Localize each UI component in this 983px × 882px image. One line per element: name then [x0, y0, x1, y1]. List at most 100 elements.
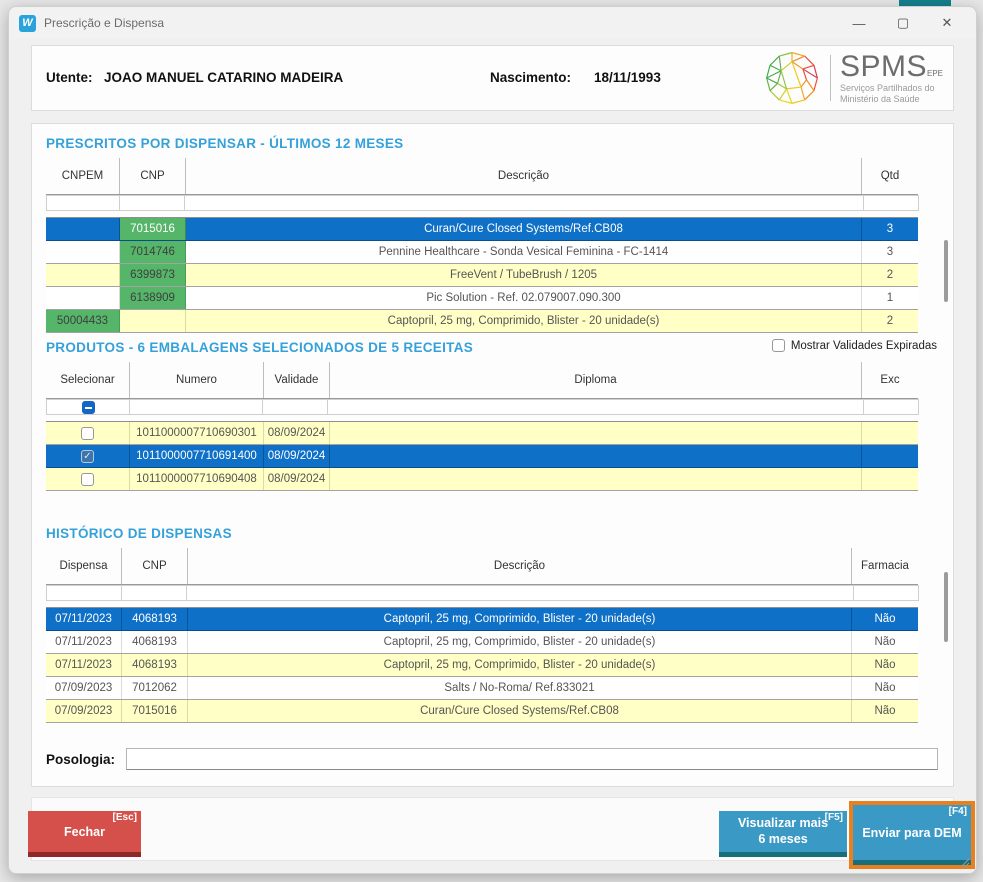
- cell-dispensa: 07/09/2023: [46, 700, 122, 722]
- show-expired-label: Mostrar Validades Expiradas: [791, 340, 937, 352]
- cell-dispensa: 07/11/2023: [46, 631, 122, 653]
- cell-descricao: Curan/Cure Closed Systems/Ref.CB08: [186, 218, 862, 240]
- table-row[interactable]: 6138909 Pic Solution - Ref. 02.079007.09…: [46, 287, 918, 310]
- table-row[interactable]: 1011000007710690301 08/09/2024: [46, 422, 918, 445]
- cell-numero: 1011000007710690301: [130, 422, 264, 444]
- cell-dispensa: 07/11/2023: [46, 654, 122, 676]
- cell-cnp: 4068193: [122, 608, 188, 630]
- fechar-shortcut: [Esc]: [113, 812, 137, 823]
- minimize-icon[interactable]: —: [844, 12, 874, 34]
- column-header-cnp: CNP: [122, 548, 188, 584]
- cell-validade: 08/09/2024: [264, 445, 330, 467]
- filter-cell[interactable]: [121, 585, 187, 601]
- nascimento-value: 18/11/1993: [594, 70, 661, 85]
- show-expired-checkbox[interactable]: [772, 339, 785, 352]
- table-row[interactable]: 50004433 Captopril, 25 mg, Comprimido, B…: [46, 310, 918, 333]
- select-all-checkbox[interactable]: [82, 401, 95, 414]
- cell-dispensa: 07/11/2023: [46, 608, 122, 630]
- prescritos-scrollbar-thumb[interactable]: [944, 240, 948, 302]
- logo-brand: SPMS: [840, 50, 927, 83]
- cell-cnp: 6138909: [120, 287, 186, 309]
- cell-cnp: 7015016: [122, 700, 188, 722]
- cell-numero: 1011000007710690408: [130, 468, 264, 490]
- cell-descricao: Captopril, 25 mg, Comprimido, Blister - …: [188, 608, 852, 630]
- cell-cnpem: 50004433: [46, 310, 120, 332]
- row-checkbox[interactable]: [81, 450, 94, 463]
- table-row[interactable]: 07/09/2023 7015016 Curan/Cure Closed Sys…: [46, 700, 918, 723]
- maximize-icon[interactable]: ▢: [888, 12, 918, 34]
- column-header-cnp: CNP: [120, 158, 186, 194]
- filter-cell[interactable]: [129, 399, 263, 415]
- enviar-para-dem-button[interactable]: [F4] Enviar para DEM: [853, 805, 971, 865]
- cell-exc: [862, 445, 918, 467]
- cell-diploma: [330, 468, 862, 490]
- select-all-cell[interactable]: [46, 399, 130, 415]
- cell-validade: 08/09/2024: [264, 422, 330, 444]
- column-header-exc: Exc: [862, 362, 918, 398]
- main-panel: PRESCRITOS POR DISPENSAR - ÚLTIMOS 12 ME…: [31, 123, 954, 787]
- column-header-selecionar: Selecionar: [46, 362, 130, 398]
- title-bar[interactable]: W Prescrição e Dispensa — ▢ ✕: [9, 7, 976, 39]
- cell-cnp: 7015016: [120, 218, 186, 240]
- filter-cell[interactable]: [853, 585, 919, 601]
- filter-cell[interactable]: [46, 195, 120, 211]
- table-row[interactable]: 07/11/2023 4068193 Captopril, 25 mg, Com…: [46, 654, 918, 677]
- cell-cnp: 4068193: [122, 631, 188, 653]
- cell-cnp: 6399873: [120, 264, 186, 286]
- filter-cell[interactable]: [119, 195, 185, 211]
- enviar-label: Enviar para DEM: [862, 826, 961, 840]
- cell-descricao: Captopril, 25 mg, Comprimido, Blister - …: [188, 654, 852, 676]
- filter-cell[interactable]: [262, 399, 328, 415]
- historico-scrollbar-thumb[interactable]: [944, 572, 948, 642]
- cell-cnpem: [46, 218, 120, 240]
- cell-exc: [862, 468, 918, 490]
- cell-cnp: 7012062: [122, 677, 188, 699]
- fechar-button[interactable]: [Esc] Fechar: [28, 811, 141, 857]
- patient-info-panel: Utente: JOAO MANUEL CATARINO MADEIRA Nas…: [31, 45, 954, 111]
- cell-descricao: Salts / No-Roma/ Ref.833021: [188, 677, 852, 699]
- table-row[interactable]: 7015016 Curan/Cure Closed Systems/Ref.CB…: [46, 218, 918, 241]
- table-row[interactable]: 07/09/2023 7012062 Salts / No-Roma/ Ref.…: [46, 677, 918, 700]
- cell-farmacia: Não: [852, 631, 918, 653]
- column-header-diploma: Diploma: [330, 362, 862, 398]
- table-row[interactable]: 6399873 FreeVent / TubeBrush / 1205 2: [46, 264, 918, 287]
- resize-grip-icon[interactable]: [958, 856, 970, 868]
- cell-descricao: Pennine Healthcare - Sonda Vesical Femin…: [186, 241, 862, 263]
- filter-cell[interactable]: [186, 585, 854, 601]
- cell-diploma: [330, 422, 862, 444]
- posologia-input[interactable]: [126, 748, 938, 770]
- produtos-table: Selecionar Numero Validade Diploma Exc 1…: [46, 362, 918, 491]
- prescritos-table: CNPEM CNP Descrição Qtd 7015016 Curan/Cu…: [46, 158, 918, 333]
- filter-cell[interactable]: [184, 195, 864, 211]
- column-header-numero: Numero: [130, 362, 264, 398]
- row-checkbox[interactable]: [81, 473, 94, 486]
- column-header-validade: Validade: [264, 362, 330, 398]
- table-row[interactable]: 1011000007710691400 08/09/2024: [46, 445, 918, 468]
- cell-qtd: 2: [862, 310, 918, 332]
- column-header-dispensa: Dispensa: [46, 548, 122, 584]
- filter-cell[interactable]: [327, 399, 864, 415]
- cell-cnp: 4068193: [122, 654, 188, 676]
- visualizar-mais-button[interactable]: [F5] Visualizar mais 6 meses: [719, 811, 847, 857]
- logo-divider: [830, 55, 831, 101]
- utente-label: Utente:: [46, 70, 93, 85]
- visualizar-label-line1: Visualizar mais: [738, 816, 828, 830]
- spms-globe-icon: [763, 49, 821, 107]
- filter-cell[interactable]: [863, 195, 919, 211]
- prescricao-dispensa-dialog: W Prescrição e Dispensa — ▢ ✕ Utente: JO…: [8, 6, 977, 874]
- cell-dispensa: 07/09/2023: [46, 677, 122, 699]
- cell-descricao: Captopril, 25 mg, Comprimido, Blister - …: [188, 631, 852, 653]
- show-expired-checkbox-row[interactable]: Mostrar Validades Expiradas: [772, 339, 937, 352]
- table-row[interactable]: 07/11/2023 4068193 Captopril, 25 mg, Com…: [46, 631, 918, 654]
- table-row[interactable]: 7014746 Pennine Healthcare - Sonda Vesic…: [46, 241, 918, 264]
- close-icon[interactable]: ✕: [932, 12, 962, 34]
- column-header-qtd: Qtd: [862, 158, 918, 194]
- cell-qtd: 2: [862, 264, 918, 286]
- nascimento-label: Nascimento:: [490, 70, 571, 85]
- table-row[interactable]: 07/11/2023 4068193 Captopril, 25 mg, Com…: [46, 608, 918, 631]
- row-checkbox[interactable]: [81, 427, 94, 440]
- logo-tagline-2: Ministério da Saúde: [840, 95, 943, 104]
- filter-cell[interactable]: [863, 399, 919, 415]
- table-row[interactable]: 1011000007710690408 08/09/2024: [46, 468, 918, 491]
- filter-cell[interactable]: [46, 585, 122, 601]
